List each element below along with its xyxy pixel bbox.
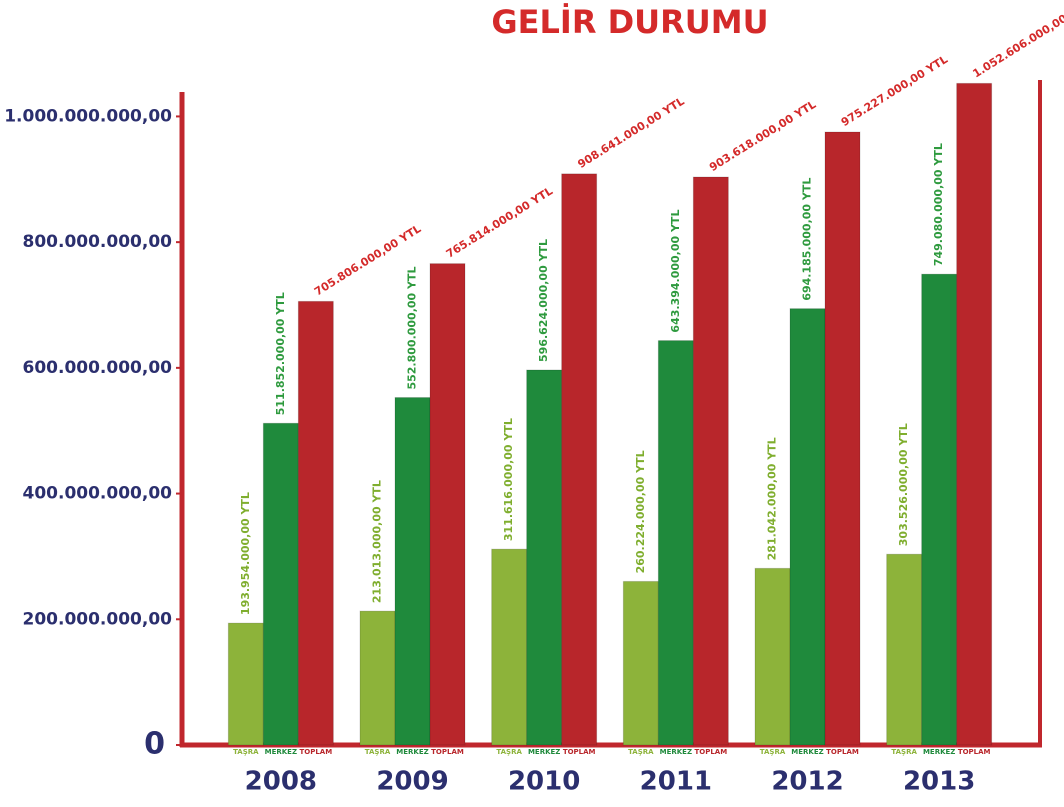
bar [297,300,334,746]
bar [561,173,598,746]
x-tick-label: 2010 [508,767,580,797]
value-label: 193.954.000,00 YTL [239,492,252,615]
bar [227,622,264,746]
x-tick-label: 2013 [903,767,975,797]
legend-label: TAŞRA [760,748,786,756]
value-label: 213.013.000,00 YTL [371,480,384,603]
legend-label: TAŞRA [496,748,522,756]
x-tick-label: 2012 [771,767,843,797]
bar [622,580,659,746]
value-label: 303.526.000,00 YTL [897,423,910,546]
y-tick-label: 200.000.000,00 [23,609,173,629]
y-tick-label: 600.000.000,00 [23,358,173,378]
value-label: 1.052.606.000,00 YTL [970,0,1064,80]
bar [491,548,528,746]
value-label: 311.616.000,00 YTL [502,418,515,541]
legend-label: MERKEZ [396,748,428,756]
bar [886,553,923,746]
value-label: 260.224.000,00 YTL [634,450,647,573]
bar [657,340,694,746]
value-label: 511.852.000,00 YTL [274,292,287,415]
value-label: 749.080.000,00 YTL [932,143,945,266]
legend-label: TAŞRA [233,748,259,756]
bar [921,273,958,746]
chart-title: GELİR DURUMU [491,3,768,41]
bar [956,82,993,746]
y-tick-label: 0 [144,727,165,762]
value-label: 694.185.000,00 YTL [801,178,814,301]
bar [824,131,861,746]
bar [394,397,431,746]
value-label: 596.624.000,00 YTL [537,239,550,362]
legend-label: TOPLAM [958,748,991,756]
legend-label: MERKEZ [660,748,692,756]
bar [526,369,563,746]
legend-label: TOPLAM [431,748,464,756]
value-label: 281.042.000,00 YTL [766,437,779,560]
legend-label: TAŞRA [891,748,917,756]
bar [754,567,791,746]
x-tick-label: 2009 [376,767,448,797]
bar [789,308,826,746]
value-label: 552.800.000,00 YTL [406,266,419,389]
bar [692,176,729,746]
y-tick-label: 800.000.000,00 [23,232,173,252]
legend-label: TOPLAM [694,748,727,756]
y-tick-label: 400.000.000,00 [23,484,173,504]
bar [359,610,396,746]
bar [262,422,299,746]
y-tick-label: 1.000.000.000,00 [4,106,172,126]
legend-label: MERKEZ [791,748,823,756]
x-tick-label: 2008 [245,767,317,797]
legend-label: TOPLAM [563,748,596,756]
x-tick-label: 2011 [640,767,712,797]
legend-label: TOPLAM [826,748,859,756]
legend-label: MERKEZ [528,748,560,756]
legend-label: MERKEZ [265,748,297,756]
value-label: 903.618.000,00 YTL [707,98,818,174]
legend-label: MERKEZ [923,748,955,756]
legend-label: TAŞRA [365,748,391,756]
value-label: 643.394.000,00 YTL [669,210,682,333]
legend-label: TOPLAM [299,748,332,756]
value-label: 975.227.000,00 YTL [839,53,950,129]
bar [429,263,466,746]
legend-label: TAŞRA [628,748,654,756]
value-label: 908.641.000,00 YTL [575,95,686,171]
